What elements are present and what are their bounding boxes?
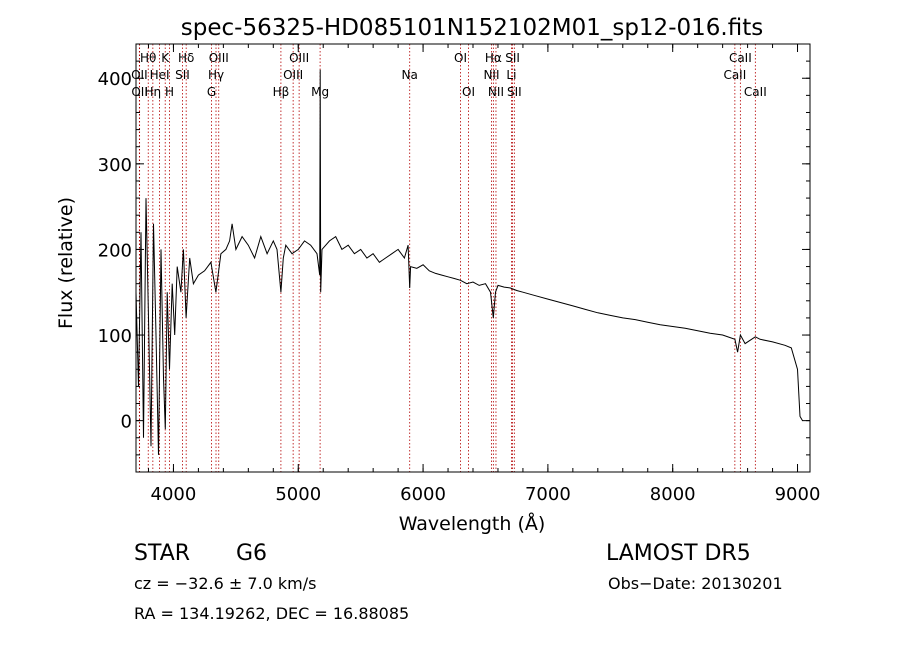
line-label: SII [505, 51, 520, 65]
x-tick-label: 4000 [151, 484, 197, 505]
line-label: OI [454, 51, 467, 65]
x-tick-label: 5000 [275, 484, 321, 505]
spectrum-line [135, 69, 803, 455]
survey-name: LAMOST DR5 [606, 541, 751, 566]
line-label: OIII [289, 51, 309, 65]
line-label: CaII [723, 68, 746, 82]
line-label: Hα [485, 51, 502, 65]
object-class: STAR [134, 541, 191, 566]
line-label: Na [402, 68, 418, 82]
y-tick-label: 300 [98, 155, 132, 176]
line-label: G [207, 85, 216, 99]
line-label: NII [488, 85, 504, 99]
chart-title: spec-56325-HD085101N152102M01_sp12-016.f… [181, 15, 763, 41]
line-label: SII [175, 68, 190, 82]
line-label: OI [462, 85, 475, 99]
object-subclass: G6 [236, 541, 268, 566]
line-label: Hη [145, 85, 162, 99]
line-label: Hθ [140, 51, 156, 65]
x-tick-label: 6000 [400, 484, 446, 505]
observation-date: Obs−Date: 20130201 [608, 574, 783, 593]
line-label: CaII [744, 85, 767, 99]
line-label: H [165, 85, 174, 99]
y-tick-label: 0 [121, 412, 132, 433]
x-tick-label: 7000 [525, 484, 571, 505]
line-label: Hγ [208, 68, 224, 82]
line-label: OIII [283, 68, 303, 82]
y-axis-ticks: 0 100 200 300 400 [98, 43, 810, 456]
x-axis-ticks: 4000 5000 6000 7000 8000 9000 [147, 44, 821, 505]
line-label: NII [483, 68, 499, 82]
redshift-value: cz = −32.6 ± 7.0 km/s [134, 574, 317, 593]
x-tick-label: 9000 [775, 484, 821, 505]
line-label: Hβ [273, 85, 290, 99]
coordinates: RA = 134.19262, DEC = 16.88085 [134, 604, 410, 623]
line-label: HeI [150, 68, 170, 82]
line-label: CaII [729, 51, 752, 65]
line-label: K [161, 51, 170, 65]
plot-frame [135, 43, 811, 473]
y-axis-label: Flux (relative) [55, 197, 77, 329]
x-tick-label: 8000 [650, 484, 696, 505]
emission-line-markers [138, 44, 756, 472]
line-label: OII [131, 68, 148, 82]
line-label: Li [506, 68, 516, 82]
line-label: OII [131, 85, 148, 99]
y-tick-label: 200 [98, 240, 132, 261]
x-axis-label: Wavelength (Å) [399, 512, 546, 535]
y-tick-label: 400 [98, 69, 132, 90]
line-label: Hδ [178, 51, 194, 65]
y-tick-label: 100 [98, 326, 132, 347]
line-label: SII [507, 85, 522, 99]
line-label: OIII [209, 51, 229, 65]
